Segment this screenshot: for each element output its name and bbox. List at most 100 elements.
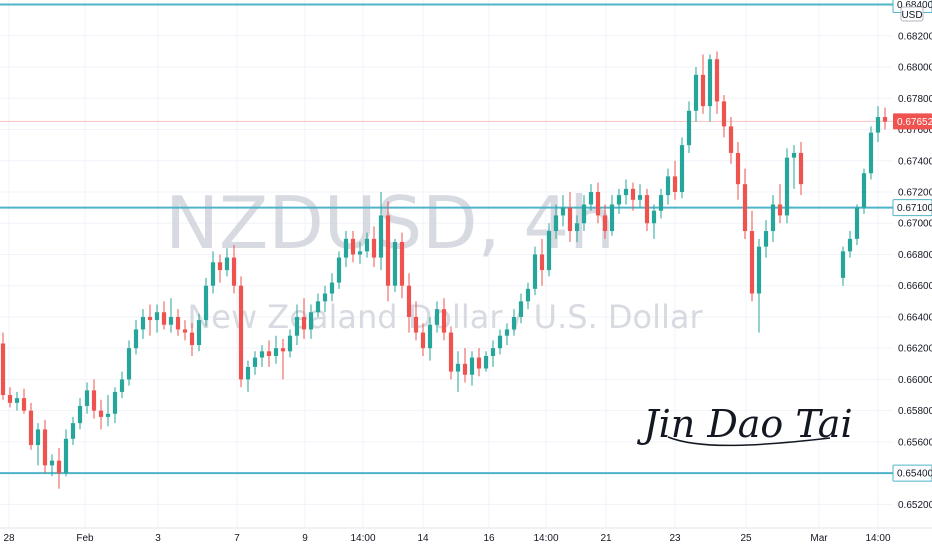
price-axis[interactable]: 0.68400 0.68200 0.68000 0.67800 0.67600 0.674… [893, 0, 932, 528]
candle-body [868, 132, 874, 174]
candle-body [448, 332, 454, 372]
candle-body [700, 74, 706, 107]
candle-body [140, 316, 146, 330]
candle-up [259, 345, 265, 367]
candle-up [245, 360, 251, 392]
candle-up [756, 238, 762, 333]
level-price-tag-label: 0.65400 [897, 469, 932, 480]
candle-up [84, 382, 90, 414]
candle-up [497, 329, 503, 355]
price-tags: 0.68400 0.67100 0.65400 0.67652 USD [892, 0, 932, 482]
candle-body [756, 246, 762, 294]
y-tick-label: 0.66200 [898, 344, 932, 355]
candle-up [196, 313, 202, 352]
candle-up [112, 387, 118, 424]
candle-down [728, 117, 734, 164]
candle-up [35, 423, 41, 466]
candle-body [322, 293, 328, 302]
candle-up [847, 231, 853, 258]
x-tick-label: Feb [76, 533, 94, 544]
y-tick-label: 0.67600 [898, 125, 932, 136]
candle-body [63, 438, 69, 474]
candle-body [595, 191, 601, 216]
candle-body [315, 301, 321, 313]
candle-body [518, 301, 524, 317]
candle-body [840, 251, 846, 278]
candle-down [42, 420, 48, 474]
x-tick-label: 14 [417, 533, 429, 544]
candle-body [329, 282, 335, 294]
candle-up [532, 246, 538, 296]
candle-body [462, 363, 468, 375]
x-tick-label: 7 [234, 533, 240, 544]
candle-up [322, 285, 328, 313]
currency-box[interactable]: USD [900, 6, 924, 22]
candle-body [210, 262, 216, 286]
candle-up [511, 309, 517, 336]
candle-up [518, 293, 524, 324]
candle-body [14, 398, 20, 403]
level-price-tag: 0.65400 [892, 464, 932, 482]
candle-body [427, 324, 433, 349]
candle-up [154, 304, 160, 333]
candle-body [784, 157, 790, 216]
last-price-tag-label: 0.67652 [897, 117, 932, 128]
candle-down [602, 204, 608, 239]
candle-up [434, 301, 440, 333]
candle-down [777, 184, 783, 224]
candle-body [301, 316, 307, 330]
candle-body [672, 176, 678, 192]
candle-down [56, 448, 62, 489]
candle-up [329, 273, 335, 302]
candle-up [791, 145, 797, 189]
candle-body [161, 312, 167, 325]
candle-up [126, 340, 132, 386]
last-price-tag-bg [893, 113, 932, 130]
candle-body [749, 231, 755, 294]
candle-body [707, 59, 713, 107]
candle-body [616, 195, 622, 205]
candle-down [21, 388, 27, 414]
candle-body [553, 215, 559, 232]
candle-body [665, 176, 671, 196]
y-tick-label: 0.67800 [898, 94, 932, 105]
candle-up [560, 195, 566, 227]
time-axis[interactable]: 28 Feb 3 7 9 14:00 14 16 14:00 21 23 25 Mar 14:00 [0, 527, 932, 544]
currency-box-bg [900, 6, 924, 22]
candle-up [203, 277, 209, 327]
candle-body [875, 117, 881, 133]
candle-down [28, 402, 34, 450]
candle-up [623, 179, 629, 205]
candle-body [147, 316, 153, 321]
candle-body [861, 173, 867, 208]
candle-body [602, 215, 608, 232]
candle-body [574, 223, 580, 232]
candle-up [14, 391, 20, 411]
candle-body [504, 329, 510, 336]
candle-up [763, 220, 769, 258]
candle-up [294, 304, 300, 346]
candle-body [714, 59, 720, 102]
candle-up [490, 340, 496, 367]
y-tick-label: 0.68200 [898, 31, 932, 42]
candle-up [693, 67, 699, 122]
candle-up [357, 241, 363, 264]
candle-down [175, 309, 181, 336]
candle-body [630, 188, 636, 200]
candle-body [378, 215, 384, 258]
candle-down [595, 182, 601, 224]
y-tick-label: 0.66400 [898, 312, 932, 323]
candle-body [287, 335, 293, 352]
candle-down [217, 254, 223, 283]
candle-body [273, 348, 279, 356]
candle-body [56, 460, 62, 474]
candle-body [791, 152, 797, 158]
level-price-tag-label: 0.68400 [897, 0, 932, 11]
candle-body [476, 357, 482, 369]
candle-body [420, 332, 426, 349]
candle-body [511, 316, 517, 330]
level-price-tag-bg [892, 464, 932, 482]
candle-up [588, 184, 594, 211]
candle-body [854, 207, 860, 239]
candle-up [875, 106, 881, 143]
